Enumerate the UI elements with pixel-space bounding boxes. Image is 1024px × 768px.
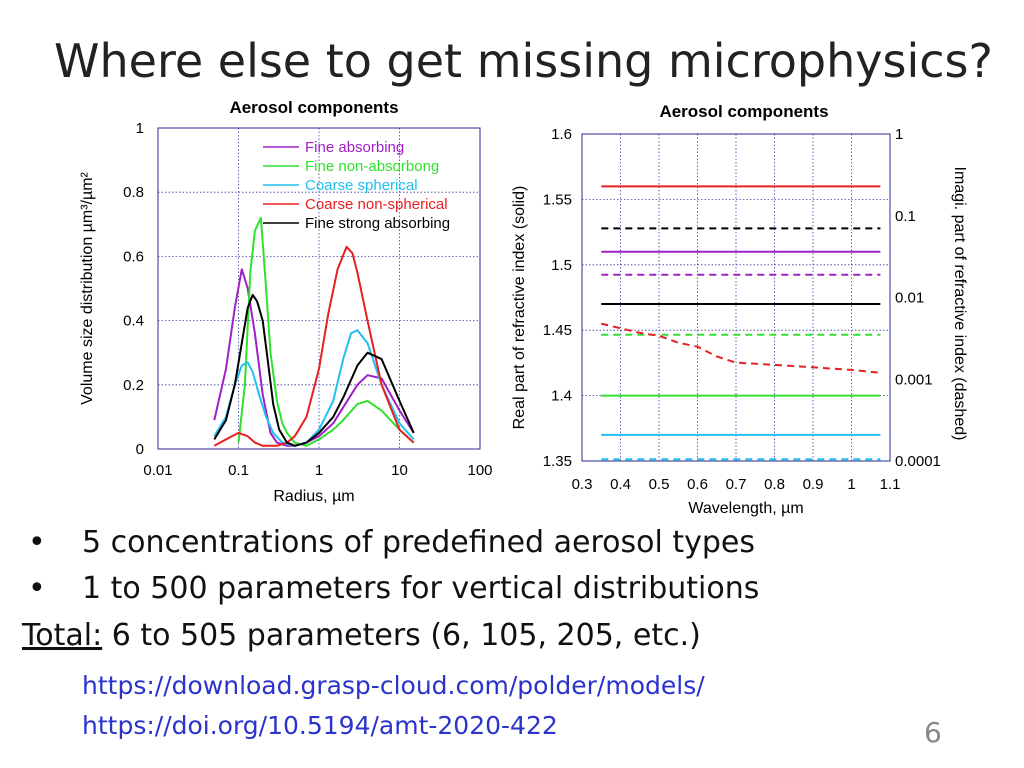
x-tick-label: 0.01: [143, 462, 172, 479]
y2-tick-label: 0.0001: [895, 453, 941, 470]
y-tick-label: 1: [136, 120, 144, 137]
slide-title: Where else to get missing microphysics?: [54, 34, 993, 88]
x-axis-label: Radius, µm: [273, 488, 354, 505]
y-tick-label: 0.6: [123, 248, 144, 265]
y-tick-label: 1.4: [551, 388, 572, 405]
legend-entry: Fine non-absorbong: [305, 158, 439, 175]
y-tick-label: 1.35: [543, 453, 572, 470]
x-tick-label: 1.1: [880, 476, 901, 493]
legend-entry: Fine absorbing: [305, 139, 404, 156]
total-text: 6 to 505 parameters (6, 105, 205, etc.): [102, 618, 701, 653]
page-number: 6: [924, 716, 942, 749]
plot-frame: [581, 133, 891, 462]
y-tick-label: 1.6: [551, 126, 572, 143]
legend-entry: Coarse spherical: [305, 177, 418, 194]
total-label: Total:: [22, 618, 103, 653]
y-tick-label: 0.4: [123, 313, 144, 330]
reference-links: https://download.grasp-cloud.com/polder/…: [82, 666, 705, 746]
bullet-text: 5 concentrations of predefined aerosol t…: [82, 525, 756, 560]
y2-axis-label: Imagi. part of refractive index (dashed): [951, 167, 968, 441]
x-tick-label: 0.9: [803, 476, 824, 493]
x-tick-label: 1: [315, 462, 323, 479]
bullet-item: • 1 to 500 parameters for vertical distri…: [22, 566, 759, 612]
bullet-list: • 5 concentrations of predefined aerosol …: [22, 520, 759, 660]
chart-title: Aerosol components: [659, 102, 828, 121]
x-tick-label: 0.8: [764, 476, 785, 493]
x-tick-label: 0.7: [726, 476, 747, 493]
link-polder-models[interactable]: https://download.grasp-cloud.com/polder/…: [82, 671, 705, 700]
y-tick-label: 0.8: [123, 184, 144, 201]
bullet-symbol: •: [28, 525, 46, 560]
y-tick-label: 0: [136, 441, 144, 458]
x-tick-label: 0.3: [572, 476, 593, 493]
y2-tick-label: 0.1: [895, 208, 916, 225]
bullet-symbol: •: [28, 571, 46, 606]
x-tick-label: 0.4: [610, 476, 631, 493]
chart-title: Aerosol components: [229, 98, 398, 117]
x-tick-label: 0.1: [228, 462, 249, 479]
y2-tick-label: 1: [895, 126, 903, 143]
legend-entry: Fine strong absorbing: [305, 215, 450, 232]
link-doi[interactable]: https://doi.org/10.5194/amt-2020-422: [82, 711, 558, 740]
x-axis-label: Wavelength, µm: [688, 500, 803, 517]
y-tick-label: 1.5: [551, 257, 572, 274]
refractive-index-chart: 0.3 0.4 0.5 0.6 0.7 0.8 0.9 1 1.1 1.35 1.4 1.45 1.5 1…: [511, 102, 968, 517]
x-tick-label: 0.5: [649, 476, 670, 493]
y-axis-label: Volume size distribution µm³/µm²: [79, 171, 96, 404]
series-line: [213, 293, 415, 447]
y-tick-label: 0.2: [123, 377, 144, 394]
y-tick-label: 1.55: [543, 191, 572, 208]
x-tick-label: 10: [391, 462, 408, 479]
bullet-text: 1 to 500 parameters for vertical distrib…: [82, 571, 760, 606]
legend-entry: Coarse non-spherical: [305, 196, 448, 213]
series-line: [237, 216, 415, 447]
y-tick-label: 1.45: [543, 322, 572, 339]
size-distribution-chart: 0.01 0.1 1 10 100 0 0.2 0.4 0.6 0.8 1 Aerosol compo…: [79, 98, 493, 505]
x-tick-label: 1: [847, 476, 855, 493]
series-line: [213, 245, 415, 447]
bullet-item: • 5 concentrations of predefined aerosol …: [22, 520, 759, 566]
plot-area: [582, 134, 890, 461]
x-tick-label: 0.6: [687, 476, 708, 493]
imag-index-line: [601, 322, 881, 374]
total-line: Total: 6 to 505 parameters (6, 105, 205,…: [22, 612, 759, 660]
y2-tick-label: 0.001: [895, 371, 933, 388]
y2-tick-label: 0.01: [895, 290, 924, 307]
plot-frame: [157, 127, 481, 450]
y-axis-label: Real part of refractive index (solid): [511, 186, 528, 430]
x-tick-label: 100: [467, 462, 492, 479]
